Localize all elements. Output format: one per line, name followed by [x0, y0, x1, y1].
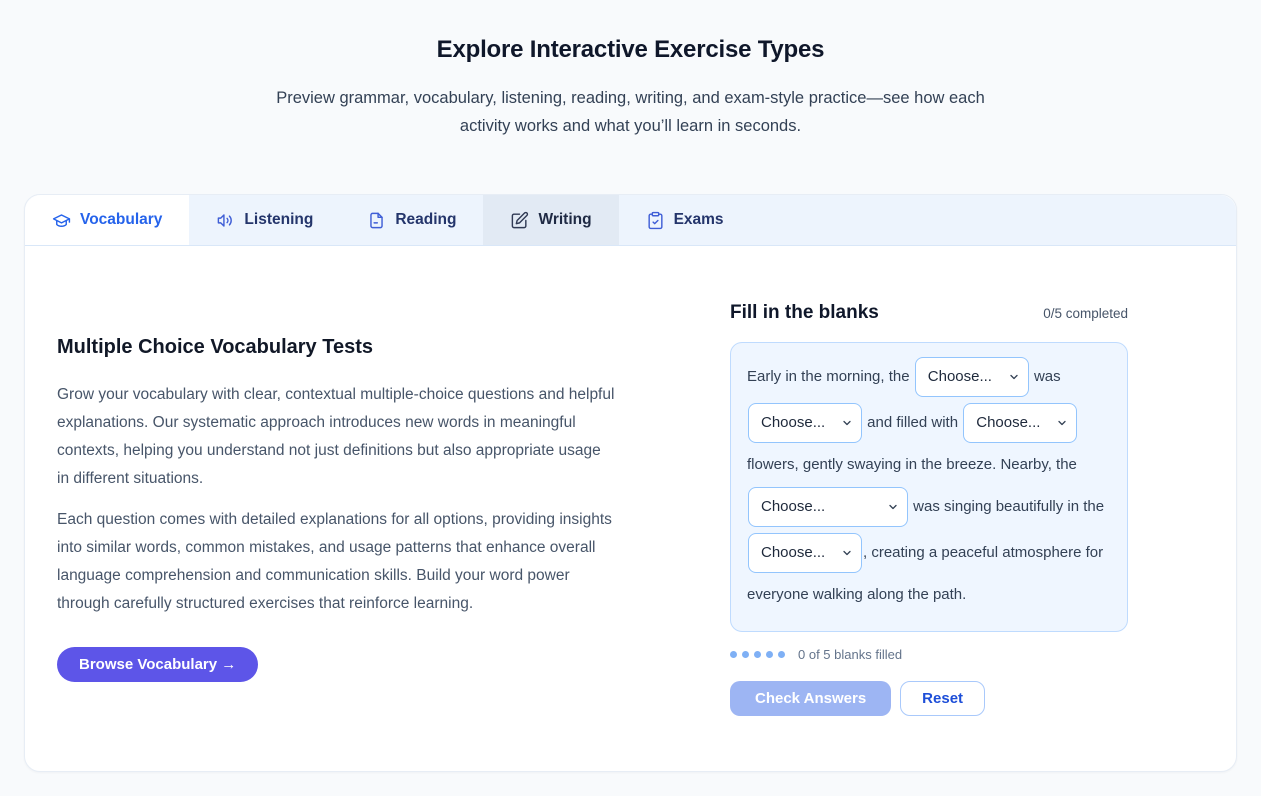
tab-label: Exams	[673, 211, 724, 228]
sentence-segment: was singing beautifully in the	[913, 497, 1105, 515]
sentence-segment: flowers, gently swaying in the breeze. N…	[747, 455, 1077, 473]
blank-select-5[interactable]: Choose...	[748, 532, 862, 573]
speaker-icon	[218, 213, 233, 227]
exercise-actions: Check Answers Reset	[730, 680, 1128, 716]
tab-label: Vocabulary	[80, 211, 163, 228]
completed-counter: 0/5 completed	[1043, 305, 1128, 321]
graduation-cap-icon	[52, 213, 71, 227]
blank-select-4[interactable]: Choose...	[748, 486, 908, 527]
description-paragraph-2: Each question comes with detailed explan…	[57, 510, 612, 612]
pencil-square-icon	[512, 211, 529, 228]
blank-select-wrap: Choose...	[914, 356, 1029, 397]
tab-label: Listening	[244, 211, 314, 228]
progress-dot	[778, 650, 785, 658]
clipboard-check-icon	[648, 211, 663, 229]
sentence-segment: , creating a peaceful atmosphere for eve…	[747, 543, 1104, 603]
progress-dot	[730, 650, 737, 658]
tab-writing[interactable]: Writing	[483, 195, 619, 245]
exercise-header: Fill in the blanks 0/5 completed	[730, 302, 1128, 324]
vocabulary-description-panel: Multiple Choice Vocabulary Tests Grow yo…	[57, 336, 617, 682]
tab-label: Reading	[395, 211, 457, 228]
reset-button[interactable]: Reset	[900, 680, 986, 716]
sentence-segment: was	[1033, 367, 1061, 385]
exercise-title: Fill in the blanks	[730, 301, 879, 323]
progress-dot	[742, 650, 749, 658]
check-answers-button[interactable]: Check Answers	[730, 680, 892, 716]
tab-reading[interactable]: Reading	[340, 195, 483, 245]
document-icon	[370, 212, 384, 228]
tab-panel-vocabulary: Multiple Choice Vocabulary Tests Grow yo…	[25, 246, 1236, 771]
description-paragraph-1: Grow your vocabulary with clear, context…	[57, 385, 615, 487]
exercise-types-card: Vocabulary Listening Reading Writing Exa…	[24, 194, 1237, 772]
progress-label: 0 of 5 blanks filled	[798, 646, 903, 662]
tab-listening[interactable]: Listening	[189, 195, 340, 245]
page-title: Explore Interactive Exercise Types	[436, 36, 825, 63]
blank-select-1[interactable]: Choose...	[914, 356, 1029, 397]
tab-label: Writing	[538, 211, 592, 228]
blank-select-wrap: Choose...	[748, 532, 862, 573]
tab-exams[interactable]: Exams	[619, 195, 751, 245]
progress-dot	[766, 650, 773, 658]
exercise-sentence-box: Early in the morning, the Choose... was …	[730, 341, 1128, 632]
blank-select-3[interactable]: Choose...	[963, 402, 1078, 443]
fill-in-the-blanks-panel: Fill in the blanks 0/5 completed Early i…	[730, 302, 1128, 716]
blank-select-wrap: Choose...	[748, 402, 862, 443]
progress-dot	[754, 650, 761, 658]
blank-select-2[interactable]: Choose...	[748, 402, 862, 443]
sentence-segment: Early in the morning, the	[747, 367, 910, 385]
browse-vocabulary-button[interactable]: Browse Vocabulary →	[57, 646, 259, 682]
sentence-segment: and filled with	[867, 413, 959, 431]
tab-vocabulary[interactable]: Vocabulary	[25, 195, 190, 245]
page-subtitle: Preview grammar, vocabulary, listening, …	[276, 89, 985, 135]
page-header: Explore Interactive Exercise Types Previ…	[0, 0, 1261, 140]
blank-select-wrap: Choose...	[748, 486, 908, 527]
section-heading: Multiple Choice Vocabulary Tests	[57, 335, 373, 358]
tab-bar: Vocabulary Listening Reading Writing Exa…	[25, 195, 1236, 246]
blank-select-wrap: Choose...	[963, 402, 1078, 443]
progress-row: 0 of 5 blanks filled	[730, 647, 1128, 662]
